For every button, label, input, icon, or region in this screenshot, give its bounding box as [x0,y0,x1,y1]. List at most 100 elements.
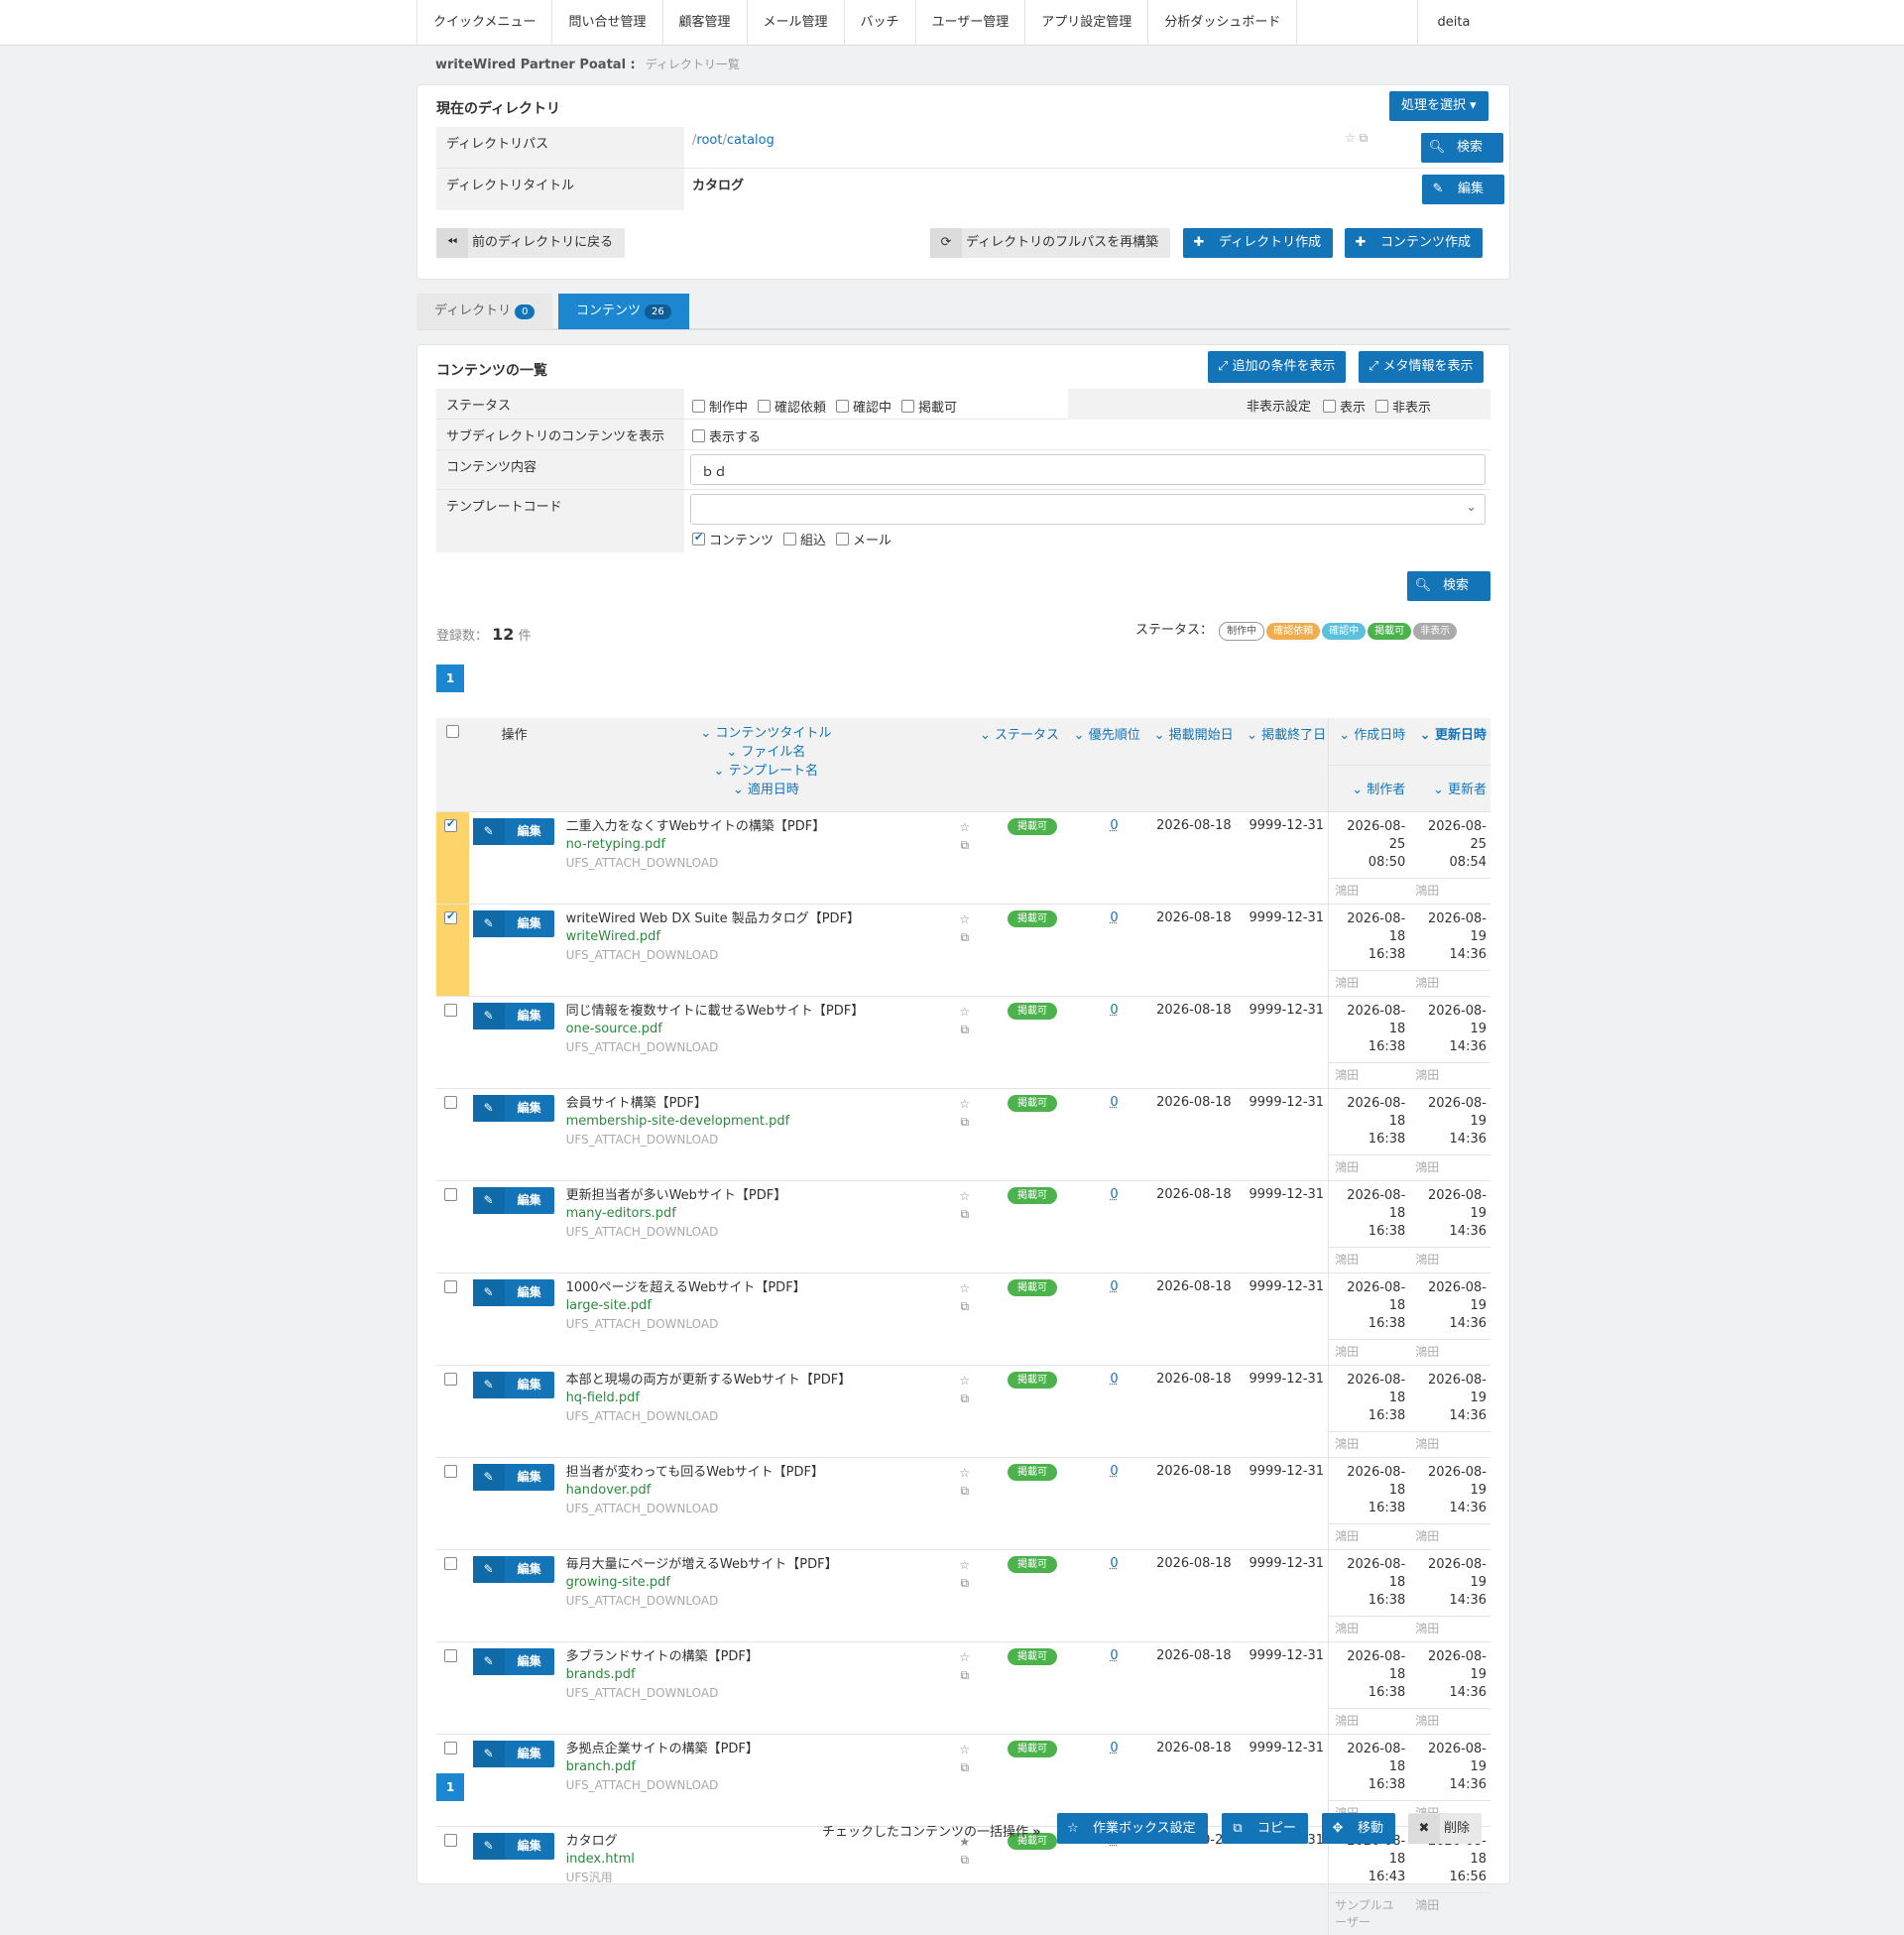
option-checkbox[interactable] [901,400,915,413]
select-all-checkbox[interactable] [445,725,459,738]
row-priority[interactable]: 0 [1110,1094,1119,1110]
row-edit-button[interactable]: ✎ 編集 [472,1094,554,1122]
row-select[interactable] [436,810,469,904]
option-checkbox[interactable] [692,400,705,413]
star-icon[interactable]: ☆ [959,1004,971,1019]
row-checkbox[interactable] [444,1372,457,1386]
row-select[interactable] [436,1364,469,1457]
star-icon[interactable]: ☆ [959,819,971,834]
workbox-button[interactable]: ☆ 作業ボックス設定 [1057,1813,1208,1844]
row-edit-button[interactable]: ✎ 編集 [472,1832,554,1860]
copy-button[interactable]: ⧉ コピー [1222,1813,1309,1844]
sort-title[interactable]: ⌄ コンテンツタイトル [700,726,832,741]
star-icon[interactable]: ☆ [959,911,971,926]
row-file[interactable]: one-source.pdf [565,1021,662,1036]
star-filled-icon[interactable]: ★ [959,1834,971,1849]
sort-template[interactable]: ⌄ テンプレート名 [713,764,819,779]
row-select[interactable] [436,1548,469,1641]
row-checkbox[interactable] [444,817,457,832]
table-row[interactable]: ✎ 編集 毎月大量にページが増えるWebサイト【PDF】 growing-site.p… [436,1548,1490,1641]
move-button[interactable]: ✥ 移動 [1322,1813,1396,1844]
row-select[interactable] [436,1179,469,1272]
row-priority[interactable]: 0 [1110,1463,1119,1479]
table-row[interactable]: ✎ 編集 二重入力をなくすWebサイトの構築【PDF】 no-retyping.pdf… [436,810,1490,904]
sort-updated[interactable]: ⌄ 更新日時 [1409,718,1490,765]
sort-end[interactable]: ⌄ 掲載終了日 [1235,718,1329,811]
nav-item[interactable]: ユーザー管理 [916,0,1026,46]
more-conditions-button[interactable]: ⤢ 追加の条件を表示 [1208,351,1346,383]
content-filter-input[interactable]: ｂｄ [690,454,1486,485]
row-select[interactable] [436,1825,469,1935]
row-file[interactable]: brands.pdf [565,1666,636,1682]
row-checkbox[interactable] [444,1187,457,1201]
row-priority[interactable]: 0 [1110,1740,1119,1755]
star-icon[interactable]: ☆ [1345,131,1356,145]
nav-item[interactable]: メール管理 [748,0,845,46]
row-edit-button[interactable]: ✎ 編集 [472,1463,554,1491]
row-priority[interactable]: 0 [1110,1002,1119,1018]
star-icon[interactable]: ☆ [959,1096,971,1111]
row-priority[interactable]: 0 [1110,817,1119,833]
nav-item[interactable]: クイックメニュー [417,0,553,46]
row-edit-button[interactable]: ✎ 編集 [472,1555,554,1583]
row-checkbox[interactable] [444,1464,457,1478]
action-select-button[interactable]: 処理を選択 ▾ [1389,91,1488,121]
sort-file[interactable]: ⌄ ファイル名 [726,745,806,760]
option-checkbox[interactable] [836,400,850,413]
copy-icon[interactable]: ⧉ [960,1114,970,1129]
page-1-top[interactable]: 1 [436,665,464,692]
row-priority[interactable]: 0 [1110,1371,1119,1387]
star-icon[interactable]: ☆ [959,1557,971,1572]
sort-start[interactable]: ⌄ 掲載開始日 [1141,718,1236,811]
nav-item[interactable]: アプリ設定管理 [1025,0,1149,46]
row-select[interactable] [436,1456,469,1549]
table-row[interactable]: ✎ 編集 会員サイト構築【PDF】 membership-site-developme… [436,1087,1490,1180]
row-edit-button[interactable]: ✎ 編集 [472,1278,554,1306]
sort-creator[interactable]: ⌄ 制作者 [1328,764,1410,811]
row-file[interactable]: hq-field.pdf [565,1390,641,1405]
option-checkbox[interactable] [758,400,772,413]
row-edit-button[interactable]: ✎ 編集 [472,1371,554,1398]
copy-icon[interactable]: ⧉ [960,1391,970,1405]
sort-status[interactable]: ⌄ ステータス [972,718,1062,811]
copy-icon[interactable]: ⧉ [960,1206,970,1221]
row-checkbox[interactable] [444,1003,457,1017]
list-search-button[interactable]: 🔍︎ 検索 [1407,571,1490,601]
sort-created[interactable]: ⌄ 作成日時 [1328,718,1410,765]
option-checkbox[interactable] [1375,400,1389,413]
star-icon[interactable]: ☆ [959,1742,971,1756]
dir-search-button[interactable]: 🔍︎ 検索 [1421,133,1503,163]
row-priority[interactable]: 0 [1110,1647,1119,1663]
row-checkbox[interactable] [444,1741,457,1754]
row-edit-button[interactable]: ✎ 編集 [472,817,554,845]
row-checkbox[interactable] [444,1556,457,1570]
rebuild-button[interactable]: ⟳ ディレクトリのフルパスを再構築 [930,228,1171,258]
row-select[interactable] [436,1087,469,1180]
row-edit-button[interactable]: ✎ 編集 [472,1647,554,1675]
tab-directory[interactable]: ディレクトリ 0 [416,294,553,329]
create-content-button[interactable]: ✚ コンテンツ作成 [1345,228,1484,258]
row-checkbox[interactable] [444,1833,457,1847]
tab-content[interactable]: コンテンツ 26 [558,294,689,329]
row-file[interactable]: many-editors.pdf [565,1205,676,1221]
row-file[interactable]: growing-site.pdf [565,1574,670,1590]
option-checkbox[interactable] [1323,400,1336,413]
delete-button[interactable]: ✖ 削除 [1408,1813,1483,1844]
option-checkbox[interactable] [783,533,797,545]
row-select[interactable] [436,1640,469,1734]
row-file[interactable]: handover.pdf [565,1482,652,1498]
copy-icon[interactable]: ⧉ [960,1483,970,1498]
copy-icon[interactable]: ⧉ [960,1852,970,1867]
nav-item[interactable]: 分析ダッシュボード [1148,0,1298,46]
copy-icon[interactable]: ⧉ [1359,131,1368,145]
meta-info-button[interactable]: ⤢ メタ情報を表示 [1359,351,1484,383]
copy-icon[interactable]: ⧉ [960,1759,970,1774]
star-icon[interactable]: ☆ [959,1188,971,1203]
row-checkbox[interactable] [444,1279,457,1293]
table-row[interactable]: ✎ 編集 同じ情報を複数サイトに載せるWebサイト【PDF】 one-source.p… [436,995,1490,1088]
row-file[interactable]: writeWired.pdf [565,928,660,944]
row-edit-button[interactable]: ✎ 編集 [472,1740,554,1767]
option-checkbox[interactable] [836,533,850,545]
copy-icon[interactable]: ⧉ [960,1667,970,1682]
table-row[interactable]: ✎ 編集 本部と現場の両方が更新するWebサイト【PDF】 hq-field.pdf U… [436,1364,1490,1457]
